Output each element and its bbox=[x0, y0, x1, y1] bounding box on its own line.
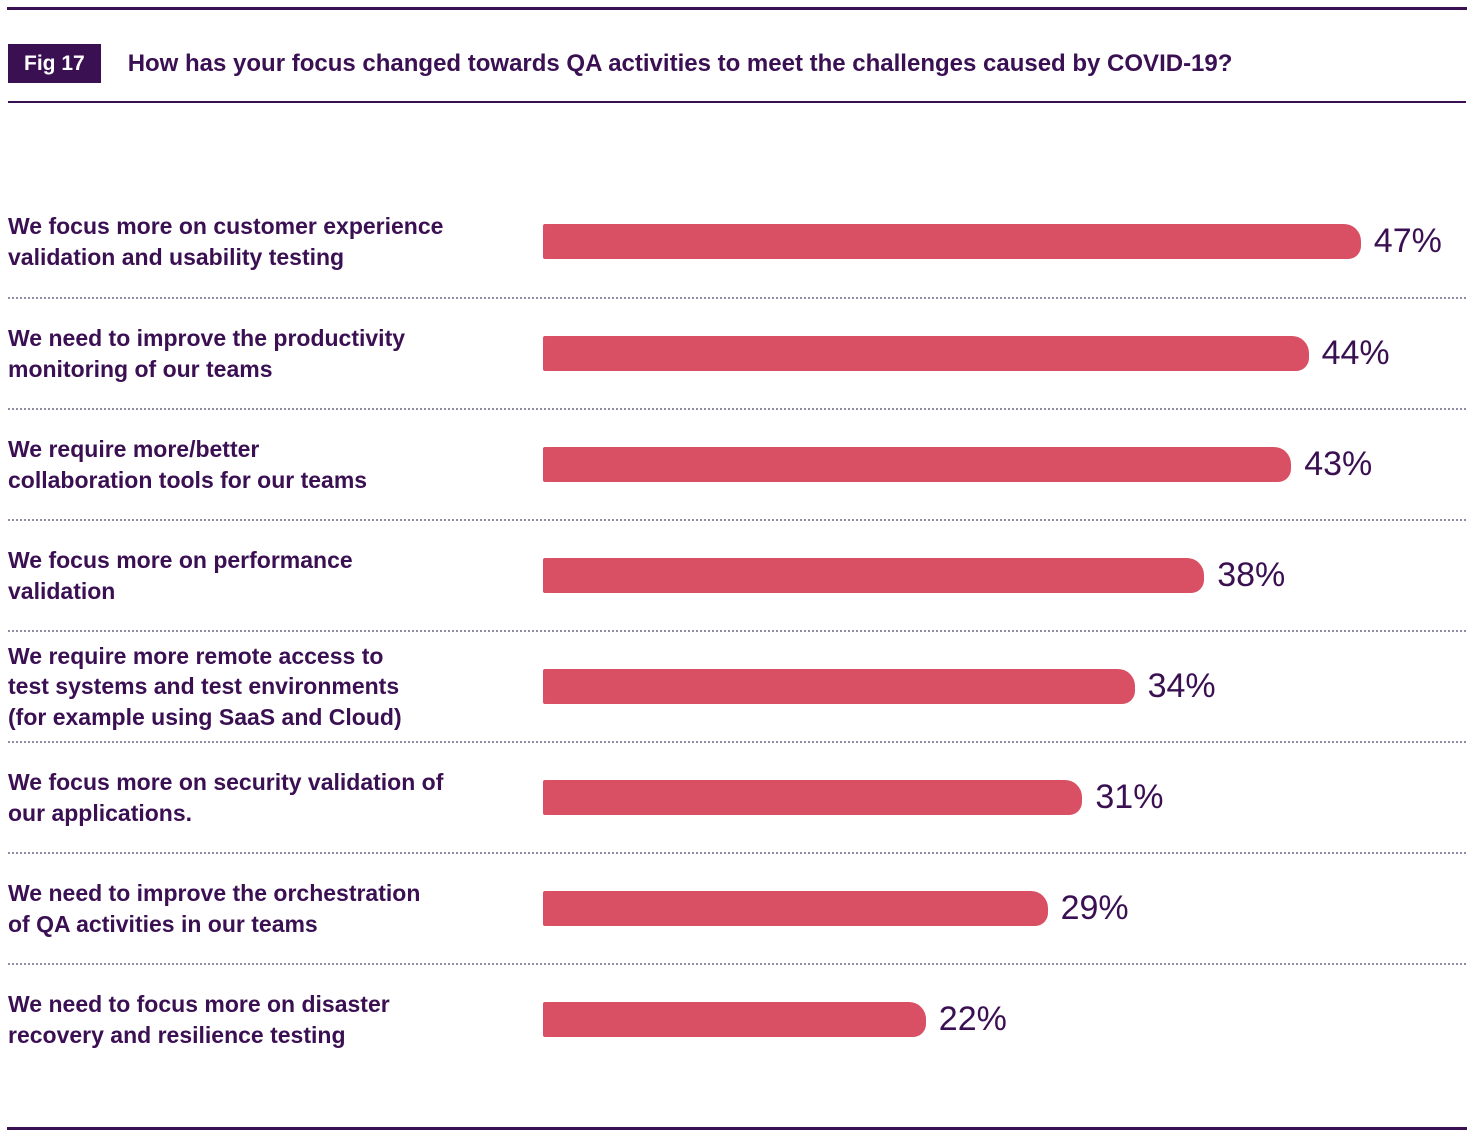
category-label: We need to focus more on disaster recover… bbox=[8, 991, 390, 1048]
top-rule bbox=[7, 7, 1467, 10]
bar-area: 22% bbox=[543, 1000, 1466, 1039]
figure-title: How has your focus changed towards QA ac… bbox=[127, 49, 1233, 77]
value-label: 34% bbox=[1147, 667, 1216, 705]
value-label: 31% bbox=[1095, 778, 1164, 816]
value-label: 43% bbox=[1304, 445, 1373, 483]
chart-row: We need to focus more on disaster recover… bbox=[8, 963, 1466, 1074]
bar bbox=[543, 780, 1083, 815]
chart-row: We require more remote access to test sys… bbox=[8, 630, 1466, 741]
bar bbox=[543, 224, 1361, 259]
chart-row: We need to improve the productivity monit… bbox=[8, 297, 1466, 408]
category-label: We focus more on security validation of o… bbox=[8, 769, 444, 826]
bar-chart: We focus more on customer experience vali… bbox=[8, 186, 1466, 1074]
chart-row: We focus more on performance validation 3… bbox=[8, 519, 1466, 630]
bar bbox=[543, 669, 1135, 704]
category-label: We require more remote access to test sys… bbox=[8, 642, 402, 730]
value-label: 29% bbox=[1060, 889, 1129, 927]
figure-header: Fig 17 How has your focus changed toward… bbox=[8, 44, 1466, 84]
header-rule bbox=[8, 101, 1466, 103]
bar-area: 47% bbox=[543, 222, 1466, 261]
value-label: 38% bbox=[1217, 556, 1286, 594]
figure-number-badge: Fig 17 bbox=[8, 44, 101, 84]
category-label: We focus more on customer experience vali… bbox=[8, 213, 444, 270]
chart-row: We need to improve the orchestration of Q… bbox=[8, 852, 1466, 963]
value-label: 47% bbox=[1373, 222, 1442, 260]
value-label: 22% bbox=[938, 1000, 1007, 1038]
category-label: We need to improve the orchestration of Q… bbox=[8, 880, 421, 937]
category-label: We need to improve the productivity monit… bbox=[8, 325, 406, 382]
value-label: 44% bbox=[1321, 334, 1390, 372]
bar-area: 31% bbox=[543, 778, 1466, 817]
bar-area: 43% bbox=[543, 445, 1466, 484]
chart-row: We focus more on security validation of o… bbox=[8, 741, 1466, 852]
bar-area: 34% bbox=[543, 667, 1466, 706]
bar-area: 29% bbox=[543, 889, 1466, 928]
category-label: We focus more on performance validation bbox=[8, 547, 353, 604]
bar bbox=[543, 336, 1309, 371]
bar bbox=[543, 558, 1205, 593]
bar bbox=[543, 1002, 926, 1037]
chart-row: We focus more on customer experience vali… bbox=[8, 186, 1466, 297]
bottom-rule bbox=[7, 1127, 1467, 1130]
chart-row: We require more/better collaboration tool… bbox=[8, 408, 1466, 519]
bar bbox=[543, 447, 1292, 482]
category-label: We require more/better collaboration tool… bbox=[8, 436, 368, 493]
bar-area: 38% bbox=[543, 556, 1466, 595]
bar-area: 44% bbox=[543, 334, 1466, 373]
bar bbox=[543, 891, 1048, 926]
